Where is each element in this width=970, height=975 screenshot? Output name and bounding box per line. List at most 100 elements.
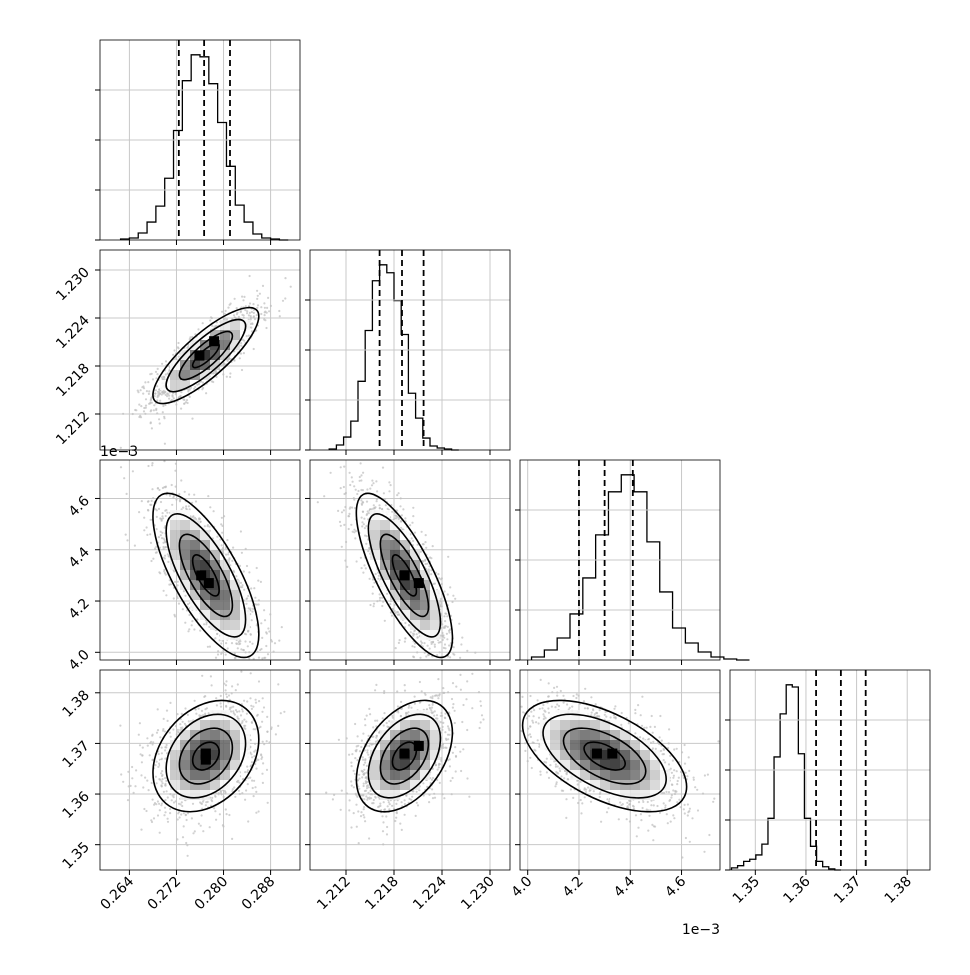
histogram-panel: 1.35 1.36 1.37 1.38 bbox=[725, 669, 931, 907]
scatter-point bbox=[247, 777, 250, 780]
scatter-point bbox=[411, 521, 414, 524]
scatter-point bbox=[641, 695, 644, 698]
scatter-point bbox=[329, 471, 332, 474]
scatter-point bbox=[353, 528, 356, 531]
scatter-point bbox=[438, 694, 441, 697]
scatter-point bbox=[459, 750, 462, 753]
scatter-point bbox=[169, 735, 172, 738]
scatter-point bbox=[180, 479, 183, 482]
scatter-point bbox=[241, 778, 244, 781]
scatter-point bbox=[224, 653, 227, 656]
scatter-point bbox=[449, 642, 452, 645]
scatter-point bbox=[461, 636, 464, 639]
scatter-point bbox=[221, 546, 225, 549]
scatter-point bbox=[354, 722, 357, 726]
scatter-point bbox=[381, 604, 384, 608]
scatter-point bbox=[559, 689, 562, 693]
scatter-point bbox=[412, 634, 415, 637]
scatter-point bbox=[194, 500, 198, 503]
density-cell bbox=[200, 780, 210, 790]
density-cell bbox=[200, 530, 210, 540]
density-cell bbox=[660, 770, 670, 780]
scatter-point bbox=[365, 542, 368, 545]
scatter-point bbox=[222, 795, 225, 799]
density-cell bbox=[230, 730, 240, 740]
scatter-point bbox=[144, 381, 147, 384]
scatter-point bbox=[164, 777, 167, 780]
scatter-point bbox=[629, 800, 632, 803]
scatter-point bbox=[200, 802, 203, 806]
scatter-point bbox=[455, 685, 458, 688]
scatter-point bbox=[197, 822, 200, 825]
scatter-point bbox=[454, 597, 457, 600]
scatter-point bbox=[215, 818, 218, 821]
scatter-point bbox=[142, 385, 145, 388]
scatter-point bbox=[214, 637, 217, 640]
scatter-point bbox=[440, 605, 443, 608]
scatter-point bbox=[156, 385, 159, 388]
scatter-point bbox=[376, 739, 379, 742]
scatter-point bbox=[175, 733, 178, 736]
scatter-point bbox=[413, 642, 417, 645]
scatter-point bbox=[185, 818, 188, 822]
scatter-point bbox=[279, 712, 282, 715]
scatter-point bbox=[149, 742, 152, 745]
scatter-point bbox=[268, 310, 271, 313]
density-cell bbox=[180, 780, 190, 790]
scatter-point bbox=[372, 602, 376, 605]
scatter-point bbox=[247, 630, 250, 633]
scatter-point bbox=[157, 392, 160, 395]
scatter-point bbox=[345, 792, 349, 795]
scatter-point bbox=[269, 304, 272, 307]
density-cell bbox=[210, 780, 220, 790]
scatter-point bbox=[166, 752, 169, 755]
scatter-point bbox=[191, 516, 194, 519]
scatter-point bbox=[459, 688, 462, 691]
scatter-point bbox=[400, 801, 403, 804]
scatter-point bbox=[342, 509, 345, 512]
scatter-point bbox=[224, 791, 227, 794]
scatter-point bbox=[350, 761, 353, 764]
scatter-point bbox=[147, 500, 150, 503]
scatter-point bbox=[367, 734, 370, 737]
scatter-point bbox=[122, 780, 125, 783]
y-tick-label: 4.4 bbox=[66, 544, 93, 571]
scatter-point bbox=[156, 800, 159, 803]
scatter-point bbox=[436, 694, 439, 697]
scatter-point bbox=[343, 523, 346, 527]
scatter-point bbox=[360, 479, 363, 482]
scatter-point bbox=[378, 507, 381, 510]
scatter-point bbox=[428, 793, 431, 796]
scatter-point bbox=[394, 647, 397, 650]
scatter-point bbox=[537, 722, 540, 725]
scatter-point bbox=[675, 747, 678, 750]
scatter-point bbox=[415, 801, 418, 804]
scatter-point bbox=[278, 639, 281, 642]
scatter-point bbox=[524, 749, 527, 753]
scatter-point bbox=[125, 492, 128, 495]
scatter-point bbox=[381, 596, 384, 599]
scatter-point bbox=[137, 391, 140, 394]
scatter-point bbox=[179, 498, 182, 501]
scatter-point bbox=[201, 800, 205, 803]
scatter-point bbox=[248, 311, 251, 314]
scatter-point bbox=[217, 650, 220, 653]
scatter-point bbox=[245, 789, 248, 792]
scatter-point bbox=[392, 807, 396, 810]
scatter-point bbox=[424, 541, 427, 544]
scatter-point bbox=[379, 802, 382, 805]
density-cell bbox=[380, 770, 390, 780]
scatter-point bbox=[430, 569, 433, 572]
scatter-point bbox=[203, 525, 206, 528]
scatter-point bbox=[181, 836, 185, 839]
scatter-point bbox=[255, 811, 258, 814]
scatter-point bbox=[425, 655, 428, 658]
density-cell bbox=[570, 750, 580, 760]
scatter-point bbox=[363, 527, 366, 530]
scatter-point bbox=[445, 632, 448, 635]
scatter-point bbox=[675, 770, 678, 773]
scatter-point bbox=[166, 392, 169, 395]
scatter-point bbox=[411, 795, 414, 798]
scatter-point bbox=[396, 509, 399, 512]
